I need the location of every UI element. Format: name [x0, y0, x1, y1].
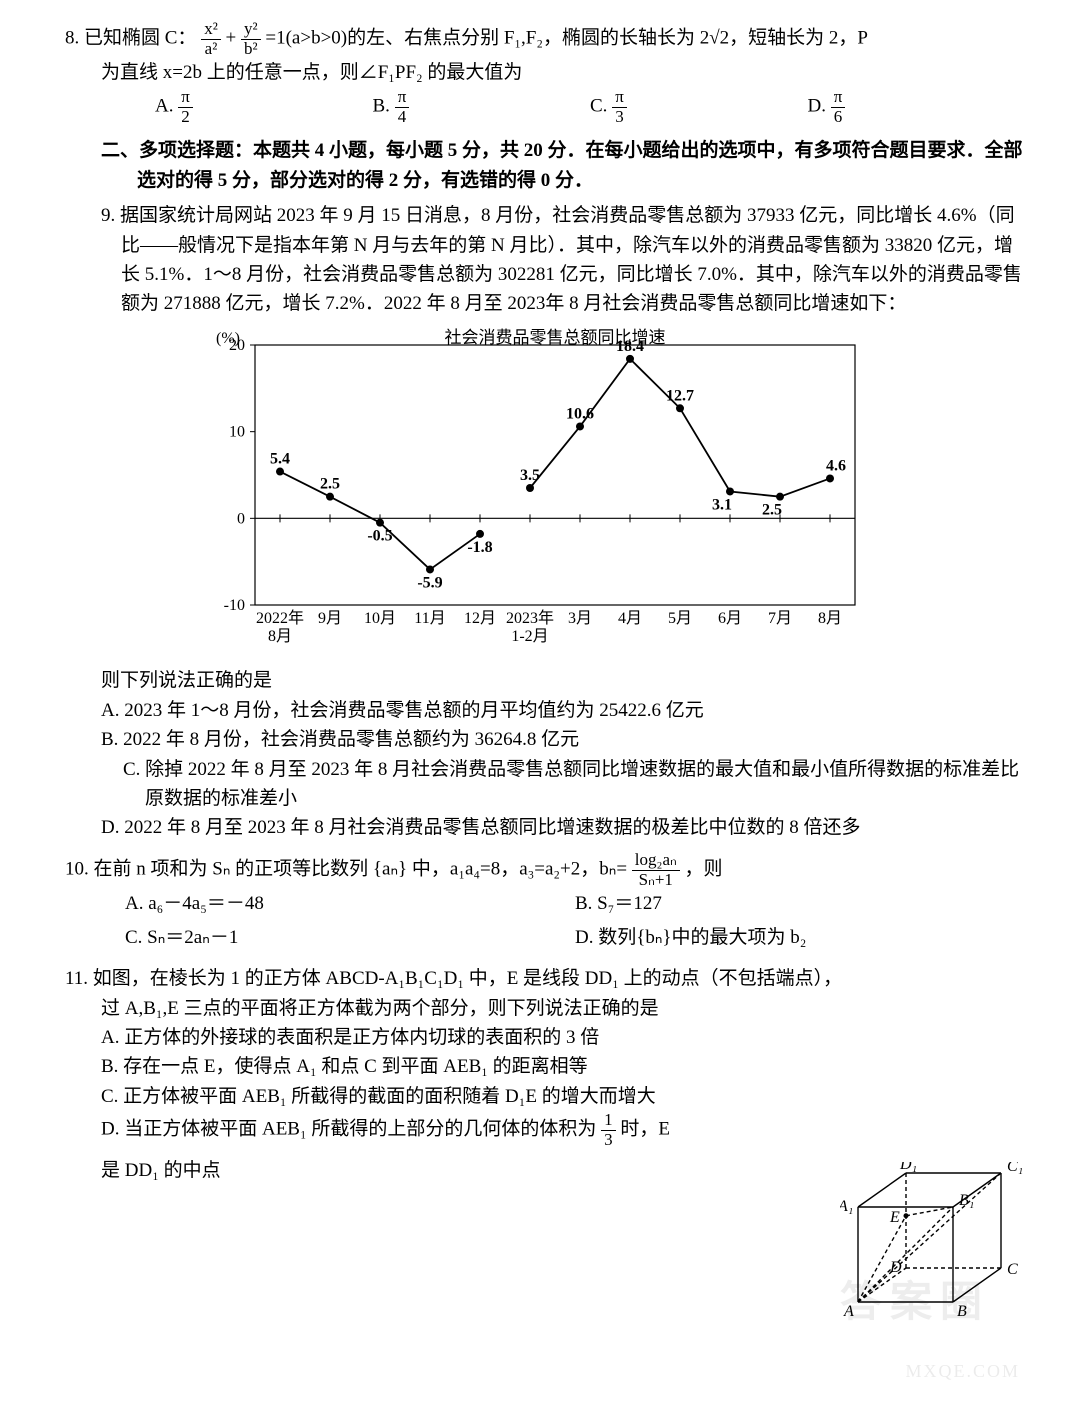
q9-para: 9. 据国家统计局网站 2023 年 9 月 15 日消息，8 月份，社会消费品… — [65, 201, 1025, 319]
q8-opt-c: C. π3 — [590, 88, 808, 126]
svg-text:B₁: B₁ — [959, 1192, 974, 1209]
q8-frac1: x²a² — [201, 20, 221, 58]
svg-text:-5.9: -5.9 — [417, 574, 442, 591]
svg-text:9月: 9月 — [318, 610, 342, 627]
q10-opt-a: A. a₆－4a₅＝－48 — [125, 889, 575, 918]
svg-text:4.6: 4.6 — [826, 457, 846, 474]
q8-opt-b: B. π4 — [373, 88, 591, 126]
q10-frac: log₂aₙSₙ+1 — [632, 851, 680, 889]
q11-opt-a: A. 正方体的外接球的表面积是正方体内切球的表面积的 3 倍 — [65, 1023, 825, 1052]
svg-text:8月: 8月 — [818, 610, 842, 627]
q10-opt-d: D. 数列{bₙ}中的最大项为 b₂ — [575, 923, 1025, 952]
svg-text:7月: 7月 — [768, 610, 792, 627]
q8-text-a: 8. 已知椭圆 C： — [65, 28, 196, 49]
cube-diagram: A B C D A₁ B₁ C₁ D₁ E — [840, 1162, 1040, 1352]
question-10: 10. 在前 n 项和为 Sₙ 的正项等比数列 {aₙ} 中，a₁a₄=8，a₃… — [65, 851, 1025, 956]
svg-text:12月: 12月 — [464, 610, 496, 627]
svg-text:A: A — [843, 1303, 854, 1320]
q8-plus: + — [226, 28, 241, 49]
svg-text:3.1: 3.1 — [712, 496, 732, 513]
question-11: 11. 如图，在棱长为 1 的正方体 ABCD-A₁B₁C₁D₁ 中，E 是线段… — [65, 964, 1025, 1185]
svg-text:2022年: 2022年 — [256, 609, 304, 627]
q8-line2: 为直线 x=2b 上的任意一点，则∠F₁PF₂ 的最大值为 — [65, 58, 1025, 87]
q9-opt-b: B. 2022 年 8 月份，社会消费品零售总额约为 36264.8 亿元 — [65, 725, 1025, 754]
svg-text:3月: 3月 — [568, 610, 592, 627]
q10-opt-c: C. Sₙ＝2aₙ－1 — [125, 923, 575, 952]
q8-frac2: y²b² — [241, 20, 261, 58]
q10-opt-b: B. S₇＝127 — [575, 889, 1025, 918]
q9-opt-a: A. 2023 年 1～8 月份，社会消费品零售总额的月平均值约为 25422.… — [65, 696, 1025, 725]
svg-text:2023年: 2023年 — [506, 609, 554, 627]
q9-choice-head: 则下列说法正确的是 — [65, 666, 1025, 695]
svg-text:E: E — [889, 1208, 900, 1225]
svg-text:18.4: 18.4 — [616, 338, 644, 355]
q11-line1: 11. 如图，在棱长为 1 的正方体 ABCD-A₁B₁C₁D₁ 中，E 是线段… — [65, 964, 1025, 993]
growth-chart: -1001020(%)社会消费品零售总额同比增速5.42.5-0.5-5.9-1… — [185, 325, 865, 655]
svg-text:B: B — [957, 1303, 967, 1320]
svg-text:-1.8: -1.8 — [467, 539, 492, 556]
q11-opt-c: C. 正方体被平面 AEB₁ 所截得的截面的面积随着 D₁E 的增大而增大 — [65, 1082, 825, 1111]
q10-stem: 10. 在前 n 项和为 Sₙ 的正项等比数列 {aₙ} 中，a₁a₄=8，a₃… — [65, 851, 1025, 889]
svg-text:5月: 5月 — [668, 610, 692, 627]
q8-opt-d: D. π6 — [808, 88, 1026, 126]
question-8: 8. 已知椭圆 C： x²a² + y²b² =1(a>b>0)的左、右焦点分别… — [65, 20, 1025, 126]
svg-text:3.5: 3.5 — [520, 467, 540, 484]
svg-text:C₁: C₁ — [1007, 1162, 1023, 1175]
cube-diagram-container: A B C D A₁ B₁ C₁ D₁ E — [840, 1162, 1040, 1361]
svg-text:5.4: 5.4 — [270, 450, 290, 467]
svg-text:A₁: A₁ — [840, 1198, 853, 1215]
q8-line1: 8. 已知椭圆 C： x²a² + y²b² =1(a>b>0)的左、右焦点分别… — [65, 20, 1025, 58]
q11-opt-d-cont: 是 DD₁ 的中点 — [65, 1156, 825, 1185]
q11-opt-b: B. 存在一点 E，使得点 A₁ 和点 C 到平面 AEB₁ 的距离相等 — [65, 1052, 825, 1081]
svg-text:10.6: 10.6 — [566, 405, 594, 422]
svg-text:12.7: 12.7 — [666, 387, 694, 404]
section-2-header: 二、多项选择题：本题共 4 小题，每小题 5 分，共 20 分．在每小题给出的选… — [65, 136, 1025, 195]
q10-options: A. a₆－4a₅＝－48 B. S₇＝127 C. Sₙ＝2aₙ－1 D. 数… — [65, 889, 1025, 956]
svg-text:4月: 4月 — [618, 610, 642, 627]
svg-text:10: 10 — [229, 423, 245, 440]
svg-text:D: D — [889, 1259, 902, 1276]
q9-opt-d: D. 2022 年 8 月至 2023 年 8 月社会消费品零售总额同比增速数据… — [65, 813, 1025, 842]
svg-text:-0.5: -0.5 — [367, 527, 392, 544]
q9-opt-c: C. 除掉 2022 年 8 月至 2023 年 8 月社会消费品零售总额同比增… — [65, 755, 1025, 814]
q8-options: A. π2 B. π4 C. π3 D. π6 — [65, 88, 1025, 126]
svg-text:10月: 10月 — [364, 610, 396, 627]
question-9: 9. 据国家统计局网站 2023 年 9 月 15 日消息，8 月份，社会消费品… — [65, 201, 1025, 843]
svg-text:0: 0 — [237, 510, 245, 527]
q8-text-b: =1(a>b>0)的左、右焦点分别 F₁,F₂，椭圆的长轴长为 2√2，短轴长为… — [265, 28, 868, 49]
svg-text:(%): (%) — [216, 330, 240, 347]
svg-text:2.5: 2.5 — [320, 475, 340, 492]
svg-text:-10: -10 — [224, 597, 245, 614]
q8-opt-a: A. π2 — [155, 88, 373, 126]
svg-text:C: C — [1007, 1261, 1018, 1278]
svg-text:11月: 11月 — [414, 610, 445, 627]
svg-text:2.5: 2.5 — [762, 501, 782, 518]
svg-text:1-2月: 1-2月 — [511, 628, 548, 645]
q11-opt-d: D. 当正方体被平面 AEB₁ 所截得的上部分的几何体的体积为 13 时，E — [65, 1111, 825, 1149]
q11-line2: 过 A,B₁,E 三点的平面将正方体截为两个部分，则下列说法正确的是 — [65, 994, 1025, 1023]
svg-text:D₁: D₁ — [899, 1162, 917, 1173]
watermark-url: MXQE.COM — [905, 1358, 1020, 1386]
svg-text:8月: 8月 — [268, 628, 292, 645]
chart-container: -1001020(%)社会消费品零售总额同比增速5.42.5-0.5-5.9-1… — [185, 325, 905, 664]
svg-text:6月: 6月 — [718, 610, 742, 627]
